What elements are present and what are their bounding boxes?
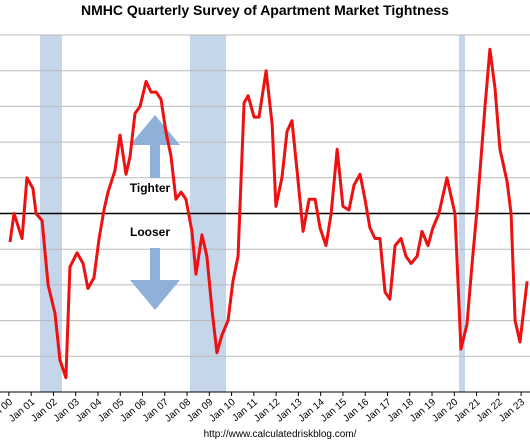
down-arrow [130, 248, 180, 310]
annotation: Tighter [130, 181, 171, 195]
source: http://www.calculatedriskblog.com/ [204, 429, 357, 440]
up-arrow [130, 115, 180, 178]
chart-title: NMHC Quarterly Survey of Apartment Marke… [81, 2, 449, 18]
data-line [8, 47, 529, 380]
annotation: Looser [130, 225, 170, 239]
x-tick-label: Jan 23 [497, 397, 527, 425]
